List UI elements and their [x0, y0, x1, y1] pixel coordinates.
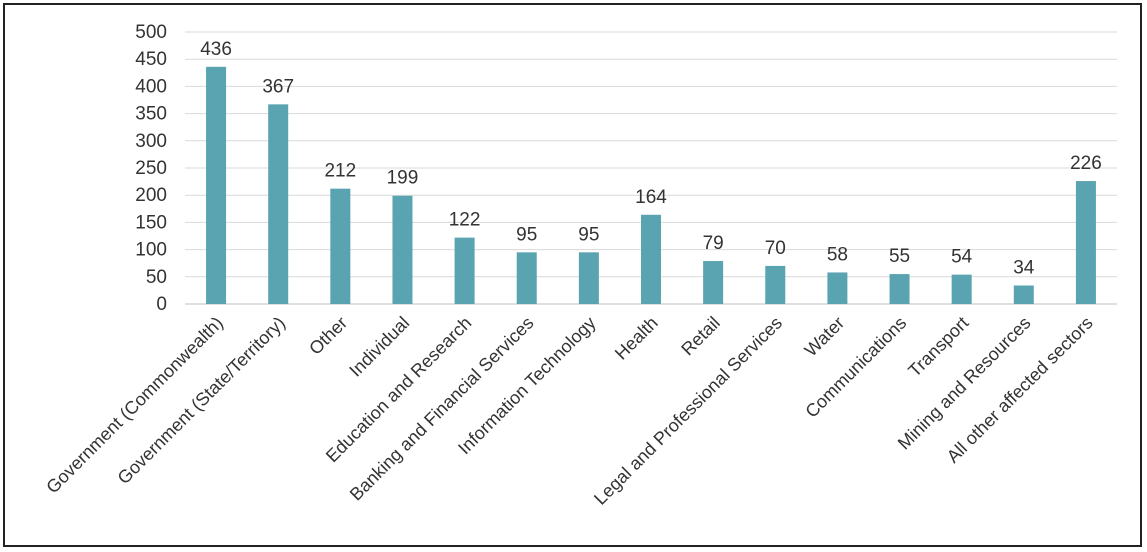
data-label: 95: [516, 224, 537, 245]
y-tick-label: 200: [135, 185, 167, 206]
bar: [1013, 285, 1034, 304]
y-tick-label: 0: [156, 294, 167, 315]
data-label: 70: [765, 238, 786, 259]
data-label: 212: [324, 161, 356, 182]
data-label: 58: [827, 244, 848, 265]
data-label: 122: [449, 210, 481, 231]
y-tick-label: 50: [146, 267, 167, 288]
y-tick-label: 250: [135, 158, 167, 179]
bar: [330, 188, 351, 304]
y-tick-label: 500: [135, 22, 167, 43]
bar: [889, 274, 910, 304]
x-tick-label: Health: [611, 313, 662, 364]
bar-chart: 0 50 100 150 200 250 300 350 400 450 500 436 367 212…: [42, 22, 1117, 509]
data-label: 54: [951, 247, 973, 268]
data-label: 34: [1013, 258, 1035, 279]
y-axis: 0 50 100 150 200 250 300 350 400 450 500: [135, 22, 167, 315]
bar: [951, 274, 972, 304]
bar: [1075, 181, 1096, 304]
bar: [765, 265, 786, 304]
bar: [268, 104, 289, 305]
bar: [516, 252, 537, 304]
y-tick-label: 450: [135, 49, 167, 70]
y-tick-label: 400: [135, 76, 167, 97]
data-label: 226: [1070, 153, 1102, 174]
bar: [578, 252, 599, 304]
bar: [454, 237, 475, 304]
x-tick-label: Water: [801, 313, 849, 361]
bar: [641, 214, 661, 304]
data-label: 79: [703, 233, 724, 254]
y-tick-label: 350: [135, 104, 167, 125]
bar: [703, 261, 724, 304]
y-tick-label: 300: [135, 131, 167, 152]
data-label: 164: [635, 187, 667, 208]
data-label: 436: [200, 39, 232, 60]
data-label: 199: [387, 168, 419, 189]
bar: [206, 66, 227, 304]
x-tick-label: Other: [305, 313, 351, 359]
data-label: 367: [262, 76, 294, 97]
y-tick-label: 150: [135, 212, 167, 233]
x-tick-label: Retail: [677, 313, 724, 360]
data-labels: 436 367 212 199 122 95 95 164 79 70 58 55 54 34 226: [200, 39, 1102, 279]
data-label: 95: [578, 224, 599, 245]
data-label: 55: [889, 246, 910, 267]
x-axis: Government (Commonwealth)Government (Sta…: [42, 313, 1096, 509]
bars: [206, 66, 1096, 305]
chart-frame: 0 50 100 150 200 250 300 350 400 450 500 436 367 212…: [3, 3, 1142, 547]
bar: [827, 272, 848, 304]
bar: [392, 195, 413, 304]
y-tick-label: 100: [135, 240, 167, 261]
